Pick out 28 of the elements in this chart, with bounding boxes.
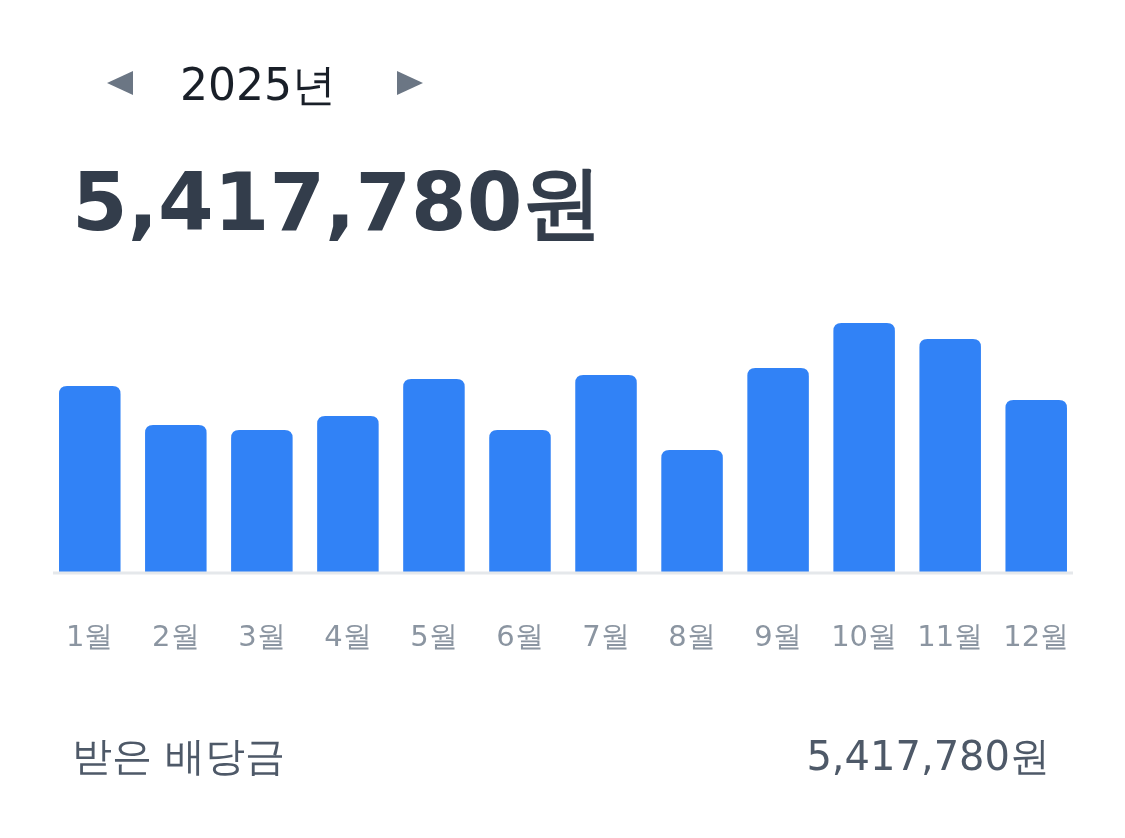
bar [489, 430, 551, 572]
bar [833, 323, 895, 572]
chart-subtitle: 5,417,780원 [72, 156, 603, 249]
x-tick-label: 2월 [152, 619, 200, 653]
x-tick-label: 7월 [582, 619, 630, 653]
text: 받은 배당금 [72, 733, 285, 779]
x-tick-label: 3월 [238, 619, 286, 653]
bar [575, 375, 637, 572]
bar [661, 449, 723, 572]
x-tick-label: 1월 [66, 619, 114, 653]
text: 5,417,780원 [806, 733, 1050, 779]
x-tick-label: 6월 [496, 619, 544, 653]
x-tick-label: 8월 [668, 619, 716, 653]
x-tick-label: 10월 [831, 619, 898, 653]
x-tick-label: 4월 [324, 619, 372, 653]
chart-title: 2025년 [180, 59, 336, 110]
bar [145, 425, 207, 572]
bar [231, 430, 293, 572]
bar [317, 415, 379, 572]
x-tick-label: 5월 [410, 619, 458, 653]
x-tick-label: 12월 [1003, 619, 1070, 653]
bar [1005, 399, 1067, 572]
bar [919, 338, 981, 572]
bar [747, 368, 809, 572]
bar [59, 386, 121, 572]
x-tick-label: 9월 [754, 619, 802, 653]
bar [403, 379, 465, 572]
x-tick-label: 11월 [917, 619, 984, 653]
